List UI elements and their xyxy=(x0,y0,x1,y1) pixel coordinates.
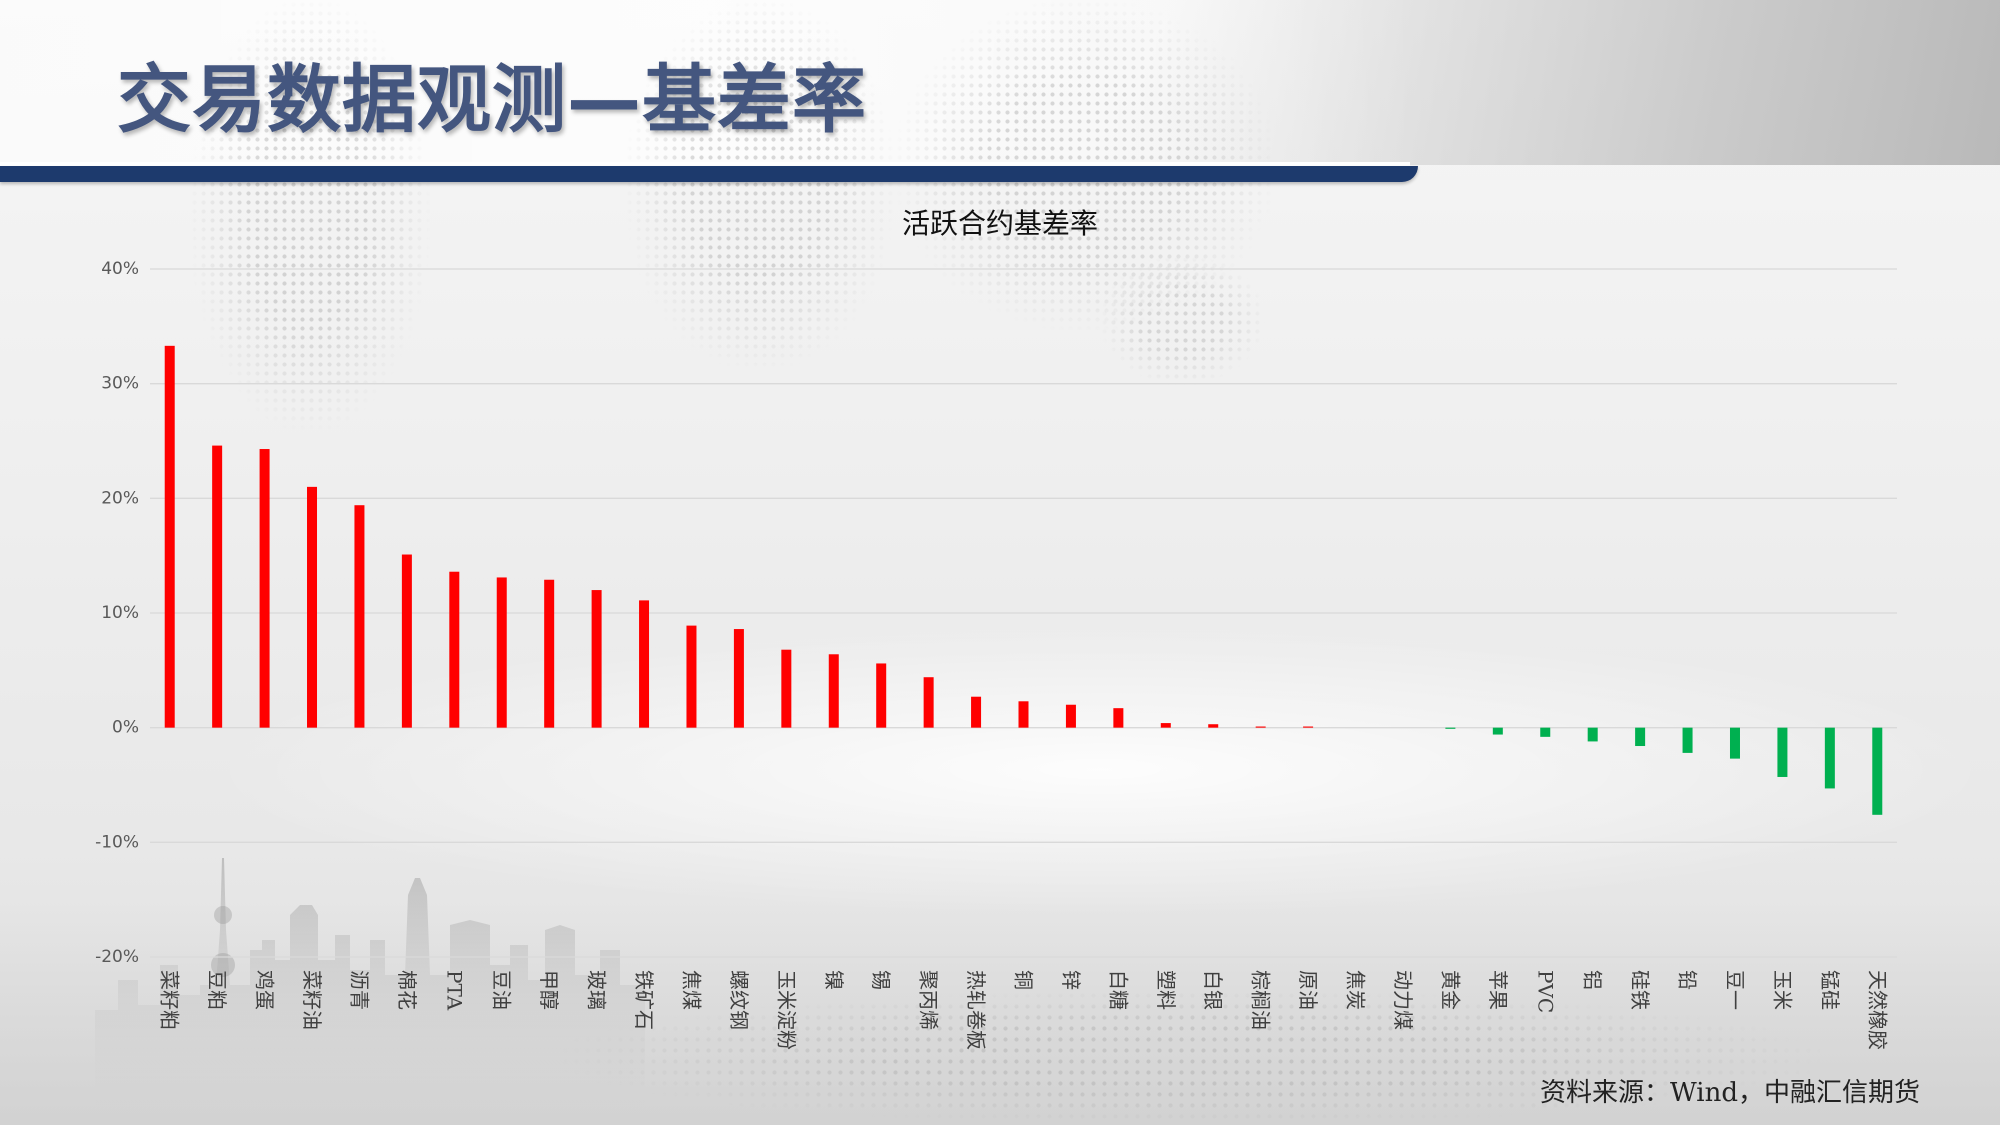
hex-dots-decoration xyxy=(560,990,1820,1125)
x-tick-label: 豆粕 xyxy=(205,970,229,1010)
bar-24 xyxy=(1255,726,1266,728)
header-band xyxy=(0,166,1418,182)
x-tick-label: 锰硅 xyxy=(1818,970,1842,1010)
bar-10 xyxy=(591,590,602,728)
x-tick-label: 铜 xyxy=(1012,970,1036,990)
x-tick-label: PVC xyxy=(1533,970,1557,1013)
bar-34 xyxy=(1729,727,1740,759)
x-tick-label: 鸡蛋 xyxy=(253,970,277,1010)
bar-8 xyxy=(496,577,507,728)
x-tick-label: 聚丙烯 xyxy=(917,970,941,1030)
bar-9 xyxy=(544,579,555,728)
bar-20 xyxy=(1065,704,1076,728)
bar-15 xyxy=(828,654,839,728)
x-tick-label: 玻璃 xyxy=(585,970,609,1010)
world-map-dots-decoration xyxy=(625,0,895,370)
x-tick-label: 塑料 xyxy=(1154,970,1178,1010)
bar-30 xyxy=(1540,727,1551,737)
x-tick-label: 镍 xyxy=(822,970,846,990)
bar-3 xyxy=(259,449,270,728)
x-axis-labels: 菜籽粕 豆粕 鸡蛋 菜籽油 沥青 棉花 PTA 豆油 甲醇 玻璃 铁矿石 焦煤 螺纹钢 玉米淀粉 镍 锡 聚丙烯… xyxy=(158,970,1890,1050)
x-tick-label: 菜籽油 xyxy=(300,970,324,1030)
x-tick-label: 豆油 xyxy=(490,970,514,1010)
world-map-dots-decoration xyxy=(190,0,430,430)
x-tick-label: 锌 xyxy=(1059,970,1083,990)
x-tick-label: 玉米淀粉 xyxy=(774,970,798,1050)
x-tick-label: 棕榈油 xyxy=(1249,970,1273,1030)
bar-11 xyxy=(639,600,650,728)
gridlines xyxy=(150,268,1897,958)
header-white-backdrop xyxy=(0,0,1420,165)
bar-4 xyxy=(307,486,318,728)
slide-title: 交易数据观测—基差率 xyxy=(117,57,867,143)
city-skyline-decoration xyxy=(95,858,645,1110)
bar-22 xyxy=(1160,723,1171,728)
bar-31 xyxy=(1587,727,1598,742)
bar-21 xyxy=(1113,708,1124,728)
x-tick-label: 原油 xyxy=(1296,970,1320,1010)
x-tick-label: 豆一 xyxy=(1723,970,1747,1010)
bar-12 xyxy=(686,625,697,728)
y-tick-label: 10% xyxy=(101,603,139,623)
bar-5 xyxy=(354,505,365,728)
bar-37 xyxy=(1872,727,1883,815)
x-tick-label: 铁矿石 xyxy=(632,970,656,1030)
bar-32 xyxy=(1635,727,1646,747)
bar-33 xyxy=(1682,727,1693,753)
x-tick-label: 玉米 xyxy=(1770,970,1794,1010)
bar-14 xyxy=(781,649,792,728)
x-tick-label: 棉花 xyxy=(395,970,419,1010)
x-tick-label: 铝 xyxy=(1581,970,1605,990)
bar-6 xyxy=(401,554,412,728)
y-tick-label: 0% xyxy=(112,718,139,738)
x-tick-label: 热轧卷板 xyxy=(964,970,988,1050)
x-tick-label: 黄金 xyxy=(1438,970,1462,1010)
x-tick-label: 焦炭 xyxy=(1344,970,1368,1010)
x-tick-label: PTA xyxy=(442,970,466,1011)
x-tick-label: 焦煤 xyxy=(679,970,703,1010)
x-tick-label: 天然橡胶 xyxy=(1865,970,1889,1050)
y-tick-label: 30% xyxy=(101,374,139,394)
header-band-highlight xyxy=(0,162,1410,166)
x-tick-label: 苹果 xyxy=(1486,970,1510,1010)
x-tick-label: 甲醇 xyxy=(537,970,561,1010)
x-tick-label: 铅 xyxy=(1676,970,1700,990)
bar-17 xyxy=(923,677,934,728)
x-tick-label: 白银 xyxy=(1201,970,1225,1010)
y-tick-label: 40% xyxy=(101,259,139,279)
y-axis-labels: 40% 30% 20% 10% 0% -10% -20% xyxy=(95,259,139,967)
x-tick-label: 白糖 xyxy=(1106,970,1130,1010)
x-tick-label: 硅铁 xyxy=(1628,970,1652,1010)
bar-25 xyxy=(1303,726,1314,728)
y-tick-label: -20% xyxy=(95,947,139,967)
bar-7 xyxy=(449,571,460,728)
x-tick-label: 动力煤 xyxy=(1391,970,1415,1030)
bar-28 xyxy=(1445,727,1456,729)
bar-18 xyxy=(971,696,982,728)
bar-13 xyxy=(733,629,744,728)
bars xyxy=(164,345,1883,815)
bar-36 xyxy=(1824,727,1835,789)
bar-19 xyxy=(1018,701,1029,728)
x-tick-label: 沥青 xyxy=(347,970,371,1010)
world-map-dots-decoration xyxy=(1100,255,1265,385)
chart-title: 活跃合约基差率 xyxy=(901,207,1098,240)
x-tick-label: 锡 xyxy=(869,970,893,990)
bar-35 xyxy=(1777,727,1788,777)
y-tick-label: -10% xyxy=(95,832,139,852)
x-tick-label: 菜籽粕 xyxy=(158,970,182,1030)
y-tick-label: 20% xyxy=(101,488,139,508)
bar-1 xyxy=(164,345,175,728)
bar-2 xyxy=(212,445,223,728)
x-tick-label: 螺纹钢 xyxy=(727,970,751,1030)
bar-29 xyxy=(1492,727,1503,735)
bar-23 xyxy=(1208,724,1219,728)
source-note: 资料来源：Wind，中融汇信期货 xyxy=(1540,1078,1920,1108)
bar-16 xyxy=(876,663,887,728)
